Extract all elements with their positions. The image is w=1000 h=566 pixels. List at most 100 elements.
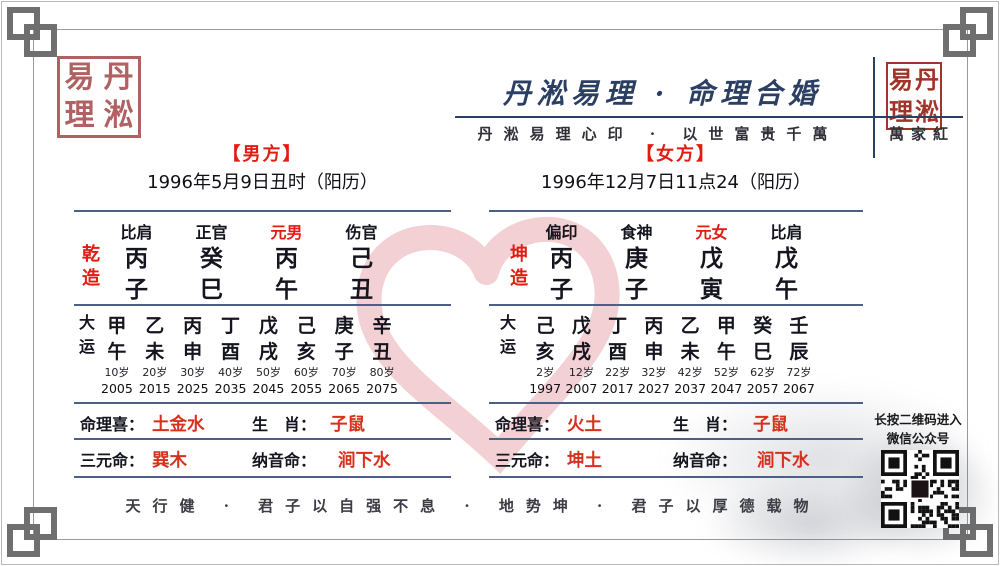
divider xyxy=(873,57,875,158)
stem-char: 丙 xyxy=(275,245,298,272)
male-dayun-years: 2005 2015 2025 2035 2045 2055 2065 2075 xyxy=(98,381,401,396)
dayun-year: 2015 xyxy=(138,381,171,396)
nayin-label: 纳音命： xyxy=(673,451,738,470)
branch-char: 巳 xyxy=(200,276,223,303)
branch-char: 子 xyxy=(550,276,573,303)
dayun-age: 42岁 xyxy=(677,366,703,379)
shengxiao-value: 子鼠 xyxy=(330,415,365,435)
sanyuan-label: 三元命： xyxy=(80,451,145,470)
wechat-qr-code[interactable] xyxy=(881,450,959,528)
seal-char: 淞 xyxy=(915,97,939,126)
brand-seal-stamp: 易 丹 理 淞 xyxy=(57,56,141,138)
page-title: 丹淞易理 · 命理合婚 xyxy=(502,77,823,110)
stem-char: 丙 xyxy=(125,245,148,272)
corner-knot-icon xyxy=(7,7,57,57)
male-stems-row: 丙癸丙己 xyxy=(99,239,399,273)
dayun-stem: 壬 xyxy=(789,315,809,337)
xi-label: 命理喜： xyxy=(80,415,145,434)
seal-char: 易 xyxy=(889,65,913,94)
dayun-stem: 丙 xyxy=(644,315,664,337)
dayun-stem: 甲 xyxy=(716,315,736,337)
divider xyxy=(489,402,863,404)
sanyuan-value: 巽木 xyxy=(152,451,188,471)
dayun-age: 62岁 xyxy=(750,366,776,379)
pillar-label: 比肩 xyxy=(120,223,153,242)
dayun-branch: 亥 xyxy=(296,341,316,363)
dayun-year: 2007 xyxy=(565,381,598,396)
dayun-age: 70岁 xyxy=(331,366,357,379)
dayun-stem: 戊 xyxy=(571,315,591,337)
divider xyxy=(74,438,451,440)
male-gender-label: 乾造 xyxy=(79,244,100,292)
xi-value: 土金水 xyxy=(152,415,205,435)
dayun-age: 10岁 xyxy=(104,366,130,379)
divider xyxy=(74,304,451,306)
seal-char: 丹 xyxy=(915,65,939,94)
male-branches-row: 子巳午丑 xyxy=(99,270,399,304)
dayun-age: 30岁 xyxy=(180,366,206,379)
dayun-year: 2035 xyxy=(214,381,247,396)
dayun-age: 32岁 xyxy=(641,366,667,379)
female-birth-date: 1996年12月7日11点24（阳历） xyxy=(541,172,811,193)
dayun-branch: 申 xyxy=(183,341,203,363)
dayun-branch: 巳 xyxy=(753,341,773,363)
inner-border xyxy=(33,29,968,540)
xi-label: 命理喜： xyxy=(495,415,560,434)
female-dayun-stems: 己戊丁丙乙甲癸壬 xyxy=(527,311,817,338)
dayun-age: 12岁 xyxy=(568,366,594,379)
stem-char: 丙 xyxy=(550,245,573,272)
dayun-stem: 癸 xyxy=(753,315,773,337)
stem-char: 戊 xyxy=(775,245,798,272)
dayun-age: 72岁 xyxy=(786,366,812,379)
female-panel: 【女方】 1996年12月7日11点24（阳历） 坤造 偏印 食神 元女 比肩 丙庚戊… xyxy=(485,140,867,480)
dayun-age: 22岁 xyxy=(605,366,631,379)
seal-script-tagline: 丹淞易理心印 · 以世富贵千萬 xyxy=(477,125,839,143)
nayin-value: 涧下水 xyxy=(757,451,810,471)
dayun-age: 20岁 xyxy=(142,366,168,379)
stem-char: 戊 xyxy=(700,245,723,272)
divider xyxy=(489,476,863,478)
qr-caption-line2: 微信公众号 xyxy=(886,431,950,446)
male-dayun-stems: 甲乙丙丁戊己庚辛 xyxy=(98,311,401,338)
pillar-label: 食神 xyxy=(620,223,653,242)
seal-char: 理 xyxy=(64,98,95,133)
female-pillar-labels: 偏印 食神 元女 比肩 xyxy=(524,219,824,243)
dayun-age: 50岁 xyxy=(255,366,281,379)
female-sanyuan-row: 三元命： 坤土 纳音命： 涧下水 xyxy=(495,447,867,472)
divider xyxy=(74,210,451,212)
pillar-label: 比肩 xyxy=(770,223,803,242)
female-dayun-branches: 亥戌酉申未午巳辰 xyxy=(527,337,817,364)
female-gender-label: 坤造 xyxy=(507,244,528,292)
dayun-year: 2027 xyxy=(637,381,670,396)
male-birth-date: 1996年5月9日丑时（阳历） xyxy=(147,172,378,193)
dayun-branch: 酉 xyxy=(221,341,241,363)
dayun-branch: 戌 xyxy=(258,341,278,363)
dayun-branch: 亥 xyxy=(535,341,555,363)
dayun-year: 2055 xyxy=(290,381,323,396)
nayin-label: 纳音命： xyxy=(252,451,317,470)
dayun-year: 2025 xyxy=(176,381,209,396)
dayun-branch: 未 xyxy=(680,341,700,363)
divider xyxy=(455,116,963,118)
nayin-value: 涧下水 xyxy=(338,451,391,471)
pillar-label: 偏印 xyxy=(545,223,578,242)
dayun-branch: 戌 xyxy=(571,341,591,363)
dayun-year: 2017 xyxy=(601,381,634,396)
dayun-stem: 己 xyxy=(535,315,555,337)
corner-knot-icon xyxy=(7,507,57,557)
stem-char: 癸 xyxy=(200,245,223,272)
dayun-stem: 辛 xyxy=(372,315,392,337)
seal-script-signature: 萬家紅 xyxy=(888,125,955,143)
dayun-stem: 己 xyxy=(296,315,316,337)
qr-caption-line1: 长按二维码进入 xyxy=(874,412,962,427)
dayun-stem: 丁 xyxy=(221,315,241,337)
dayun-year: 2075 xyxy=(366,381,398,396)
female-dayun-ages: 2岁 12岁 22岁 32岁 42岁 52岁 62岁 72岁 xyxy=(527,364,817,380)
dayun-branch: 申 xyxy=(644,341,664,363)
dayun-branch: 午 xyxy=(107,341,127,363)
shengxiao-label: 生 肖： xyxy=(673,415,738,434)
pillar-label: 伤官 xyxy=(345,223,378,242)
male-dayun-ages: 10岁 20岁 30岁 40岁 50岁 60岁 70岁 80岁 xyxy=(98,364,401,380)
shengxiao-value: 子鼠 xyxy=(753,415,788,435)
female-stems-row: 丙庚戊戊 xyxy=(524,239,824,273)
